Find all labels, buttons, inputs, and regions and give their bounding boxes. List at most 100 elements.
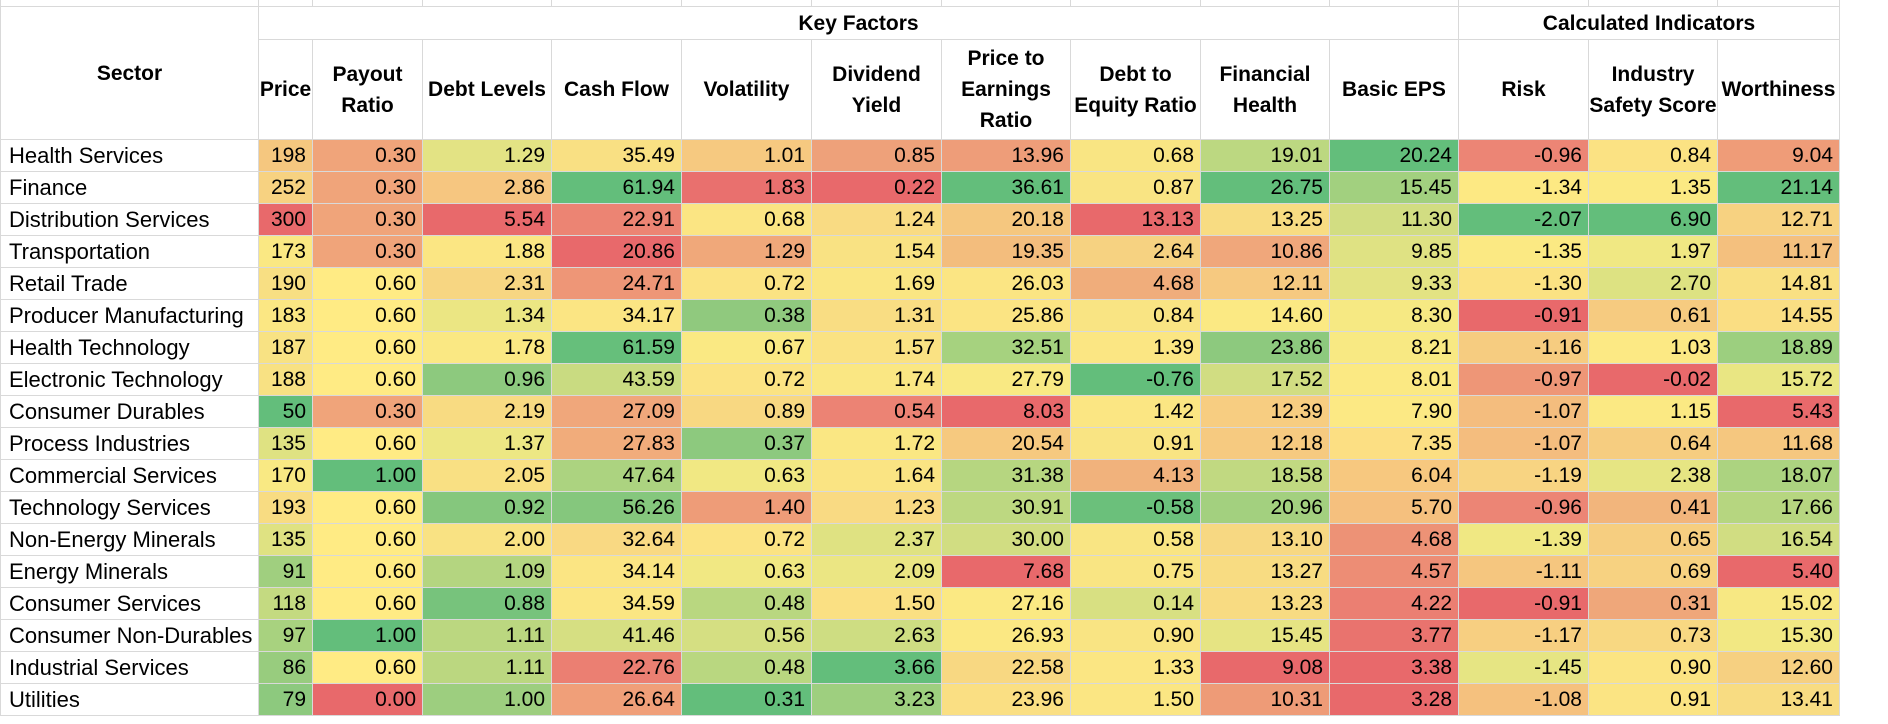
value-cell[interactable]: 1.00 bbox=[312, 459, 423, 492]
value-cell[interactable]: 0.30 bbox=[312, 395, 423, 428]
value-cell[interactable]: 0.60 bbox=[312, 523, 423, 556]
value-cell[interactable]: -1.30 bbox=[1458, 267, 1589, 300]
value-cell[interactable]: 22.91 bbox=[551, 203, 682, 236]
value-cell[interactable]: 1.24 bbox=[811, 203, 942, 236]
value-cell[interactable]: 14.60 bbox=[1200, 299, 1330, 332]
value-cell[interactable]: 23.86 bbox=[1200, 331, 1330, 364]
value-cell[interactable]: -0.02 bbox=[1588, 363, 1718, 396]
value-cell[interactable]: -0.97 bbox=[1458, 363, 1589, 396]
value-cell[interactable]: 0.30 bbox=[312, 171, 423, 204]
column-header-cell[interactable]: Cash Flow bbox=[551, 39, 682, 140]
value-cell[interactable]: 12.71 bbox=[1717, 203, 1840, 236]
value-cell[interactable]: 0.30 bbox=[312, 203, 423, 236]
value-cell[interactable]: 43.59 bbox=[551, 363, 682, 396]
value-cell[interactable]: 0.60 bbox=[312, 587, 423, 620]
value-cell[interactable]: 3.66 bbox=[811, 651, 942, 684]
value-cell[interactable]: 20.24 bbox=[1329, 139, 1459, 172]
value-cell[interactable]: 9.04 bbox=[1717, 139, 1840, 172]
value-cell[interactable]: 0.60 bbox=[312, 299, 423, 332]
value-cell[interactable]: 2.38 bbox=[1588, 459, 1718, 492]
value-cell[interactable]: 1.69 bbox=[811, 267, 942, 300]
value-cell[interactable]: -1.08 bbox=[1458, 683, 1589, 716]
value-cell[interactable]: 1.40 bbox=[681, 491, 812, 524]
value-cell[interactable]: 36.61 bbox=[941, 171, 1071, 204]
column-header-cell[interactable]: Basic EPS bbox=[1329, 39, 1459, 140]
value-cell[interactable]: 2.05 bbox=[422, 459, 552, 492]
value-cell[interactable]: 15.30 bbox=[1717, 619, 1840, 652]
value-cell[interactable]: 15.02 bbox=[1717, 587, 1840, 620]
value-cell[interactable]: 11.30 bbox=[1329, 203, 1459, 236]
value-cell[interactable]: 1.34 bbox=[422, 299, 552, 332]
value-cell[interactable]: 190 bbox=[258, 267, 313, 300]
value-cell[interactable]: 0.31 bbox=[681, 683, 812, 716]
value-cell[interactable]: 0.54 bbox=[811, 395, 942, 428]
value-cell[interactable]: 8.30 bbox=[1329, 299, 1459, 332]
sector-name-cell[interactable]: Consumer Non-Durables bbox=[0, 619, 259, 652]
value-cell[interactable]: 0.67 bbox=[681, 331, 812, 364]
value-cell[interactable]: 10.86 bbox=[1200, 235, 1330, 268]
value-cell[interactable]: 79 bbox=[258, 683, 313, 716]
key-factors-group-header[interactable]: Key Factors bbox=[258, 6, 1459, 40]
value-cell[interactable]: 0.84 bbox=[1070, 299, 1201, 332]
value-cell[interactable]: 15.72 bbox=[1717, 363, 1840, 396]
value-cell[interactable]: 0.88 bbox=[422, 587, 552, 620]
value-cell[interactable]: 13.10 bbox=[1200, 523, 1330, 556]
value-cell[interactable]: 0.30 bbox=[312, 235, 423, 268]
value-cell[interactable]: 0.89 bbox=[681, 395, 812, 428]
value-cell[interactable]: -1.19 bbox=[1458, 459, 1589, 492]
value-cell[interactable]: 47.64 bbox=[551, 459, 682, 492]
value-cell[interactable]: 0.87 bbox=[1070, 171, 1201, 204]
value-cell[interactable]: 21.14 bbox=[1717, 171, 1840, 204]
value-cell[interactable]: 5.43 bbox=[1717, 395, 1840, 428]
value-cell[interactable]: 1.01 bbox=[681, 139, 812, 172]
sector-name-cell[interactable]: Technology Services bbox=[0, 491, 259, 524]
column-header-cell[interactable]: Debt Levels bbox=[422, 39, 552, 140]
value-cell[interactable]: 27.16 bbox=[941, 587, 1071, 620]
value-cell[interactable]: 1.00 bbox=[312, 619, 423, 652]
column-header-cell[interactable]: Industry Safety Score bbox=[1588, 39, 1718, 140]
value-cell[interactable]: -0.91 bbox=[1458, 587, 1589, 620]
column-header-cell[interactable]: Payout Ratio bbox=[312, 39, 423, 140]
value-cell[interactable]: 19.35 bbox=[941, 235, 1071, 268]
value-cell[interactable]: 1.88 bbox=[422, 235, 552, 268]
value-cell[interactable]: 34.14 bbox=[551, 555, 682, 588]
value-cell[interactable]: 0.60 bbox=[312, 363, 423, 396]
calculated-indicators-group-header[interactable]: Calculated Indicators bbox=[1458, 6, 1840, 40]
value-cell[interactable]: 13.25 bbox=[1200, 203, 1330, 236]
column-header-cell[interactable]: Volatility bbox=[681, 39, 812, 140]
value-cell[interactable]: 1.29 bbox=[681, 235, 812, 268]
value-cell[interactable]: 18.89 bbox=[1717, 331, 1840, 364]
value-cell[interactable]: 13.27 bbox=[1200, 555, 1330, 588]
value-cell[interactable]: 8.01 bbox=[1329, 363, 1459, 396]
value-cell[interactable]: 5.40 bbox=[1717, 555, 1840, 588]
value-cell[interactable]: 5.70 bbox=[1329, 491, 1459, 524]
value-cell[interactable]: 14.81 bbox=[1717, 267, 1840, 300]
value-cell[interactable]: 41.46 bbox=[551, 619, 682, 652]
value-cell[interactable]: 0.72 bbox=[681, 523, 812, 556]
value-cell[interactable]: 0.85 bbox=[811, 139, 942, 172]
value-cell[interactable]: 4.68 bbox=[1070, 267, 1201, 300]
value-cell[interactable]: -0.96 bbox=[1458, 139, 1589, 172]
value-cell[interactable]: 4.13 bbox=[1070, 459, 1201, 492]
value-cell[interactable]: 0.92 bbox=[422, 491, 552, 524]
value-cell[interactable]: 35.49 bbox=[551, 139, 682, 172]
value-cell[interactable]: 1.83 bbox=[681, 171, 812, 204]
sector-header-cell[interactable]: Sector bbox=[0, 6, 259, 140]
value-cell[interactable]: 0.63 bbox=[681, 555, 812, 588]
value-cell[interactable]: 0.30 bbox=[312, 139, 423, 172]
value-cell[interactable]: 1.31 bbox=[811, 299, 942, 332]
value-cell[interactable]: 1.33 bbox=[1070, 651, 1201, 684]
sector-name-cell[interactable]: Retail Trade bbox=[0, 267, 259, 300]
value-cell[interactable]: 0.91 bbox=[1588, 683, 1718, 716]
value-cell[interactable]: -1.07 bbox=[1458, 395, 1589, 428]
sector-name-cell[interactable]: Transportation bbox=[0, 235, 259, 268]
value-cell[interactable]: 86 bbox=[258, 651, 313, 684]
value-cell[interactable]: 15.45 bbox=[1329, 171, 1459, 204]
value-cell[interactable]: -1.17 bbox=[1458, 619, 1589, 652]
value-cell[interactable]: 2.37 bbox=[811, 523, 942, 556]
value-cell[interactable]: 0.60 bbox=[312, 427, 423, 460]
value-cell[interactable]: 26.64 bbox=[551, 683, 682, 716]
sector-name-cell[interactable]: Health Technology bbox=[0, 331, 259, 364]
value-cell[interactable]: 1.00 bbox=[422, 683, 552, 716]
value-cell[interactable]: 1.50 bbox=[811, 587, 942, 620]
